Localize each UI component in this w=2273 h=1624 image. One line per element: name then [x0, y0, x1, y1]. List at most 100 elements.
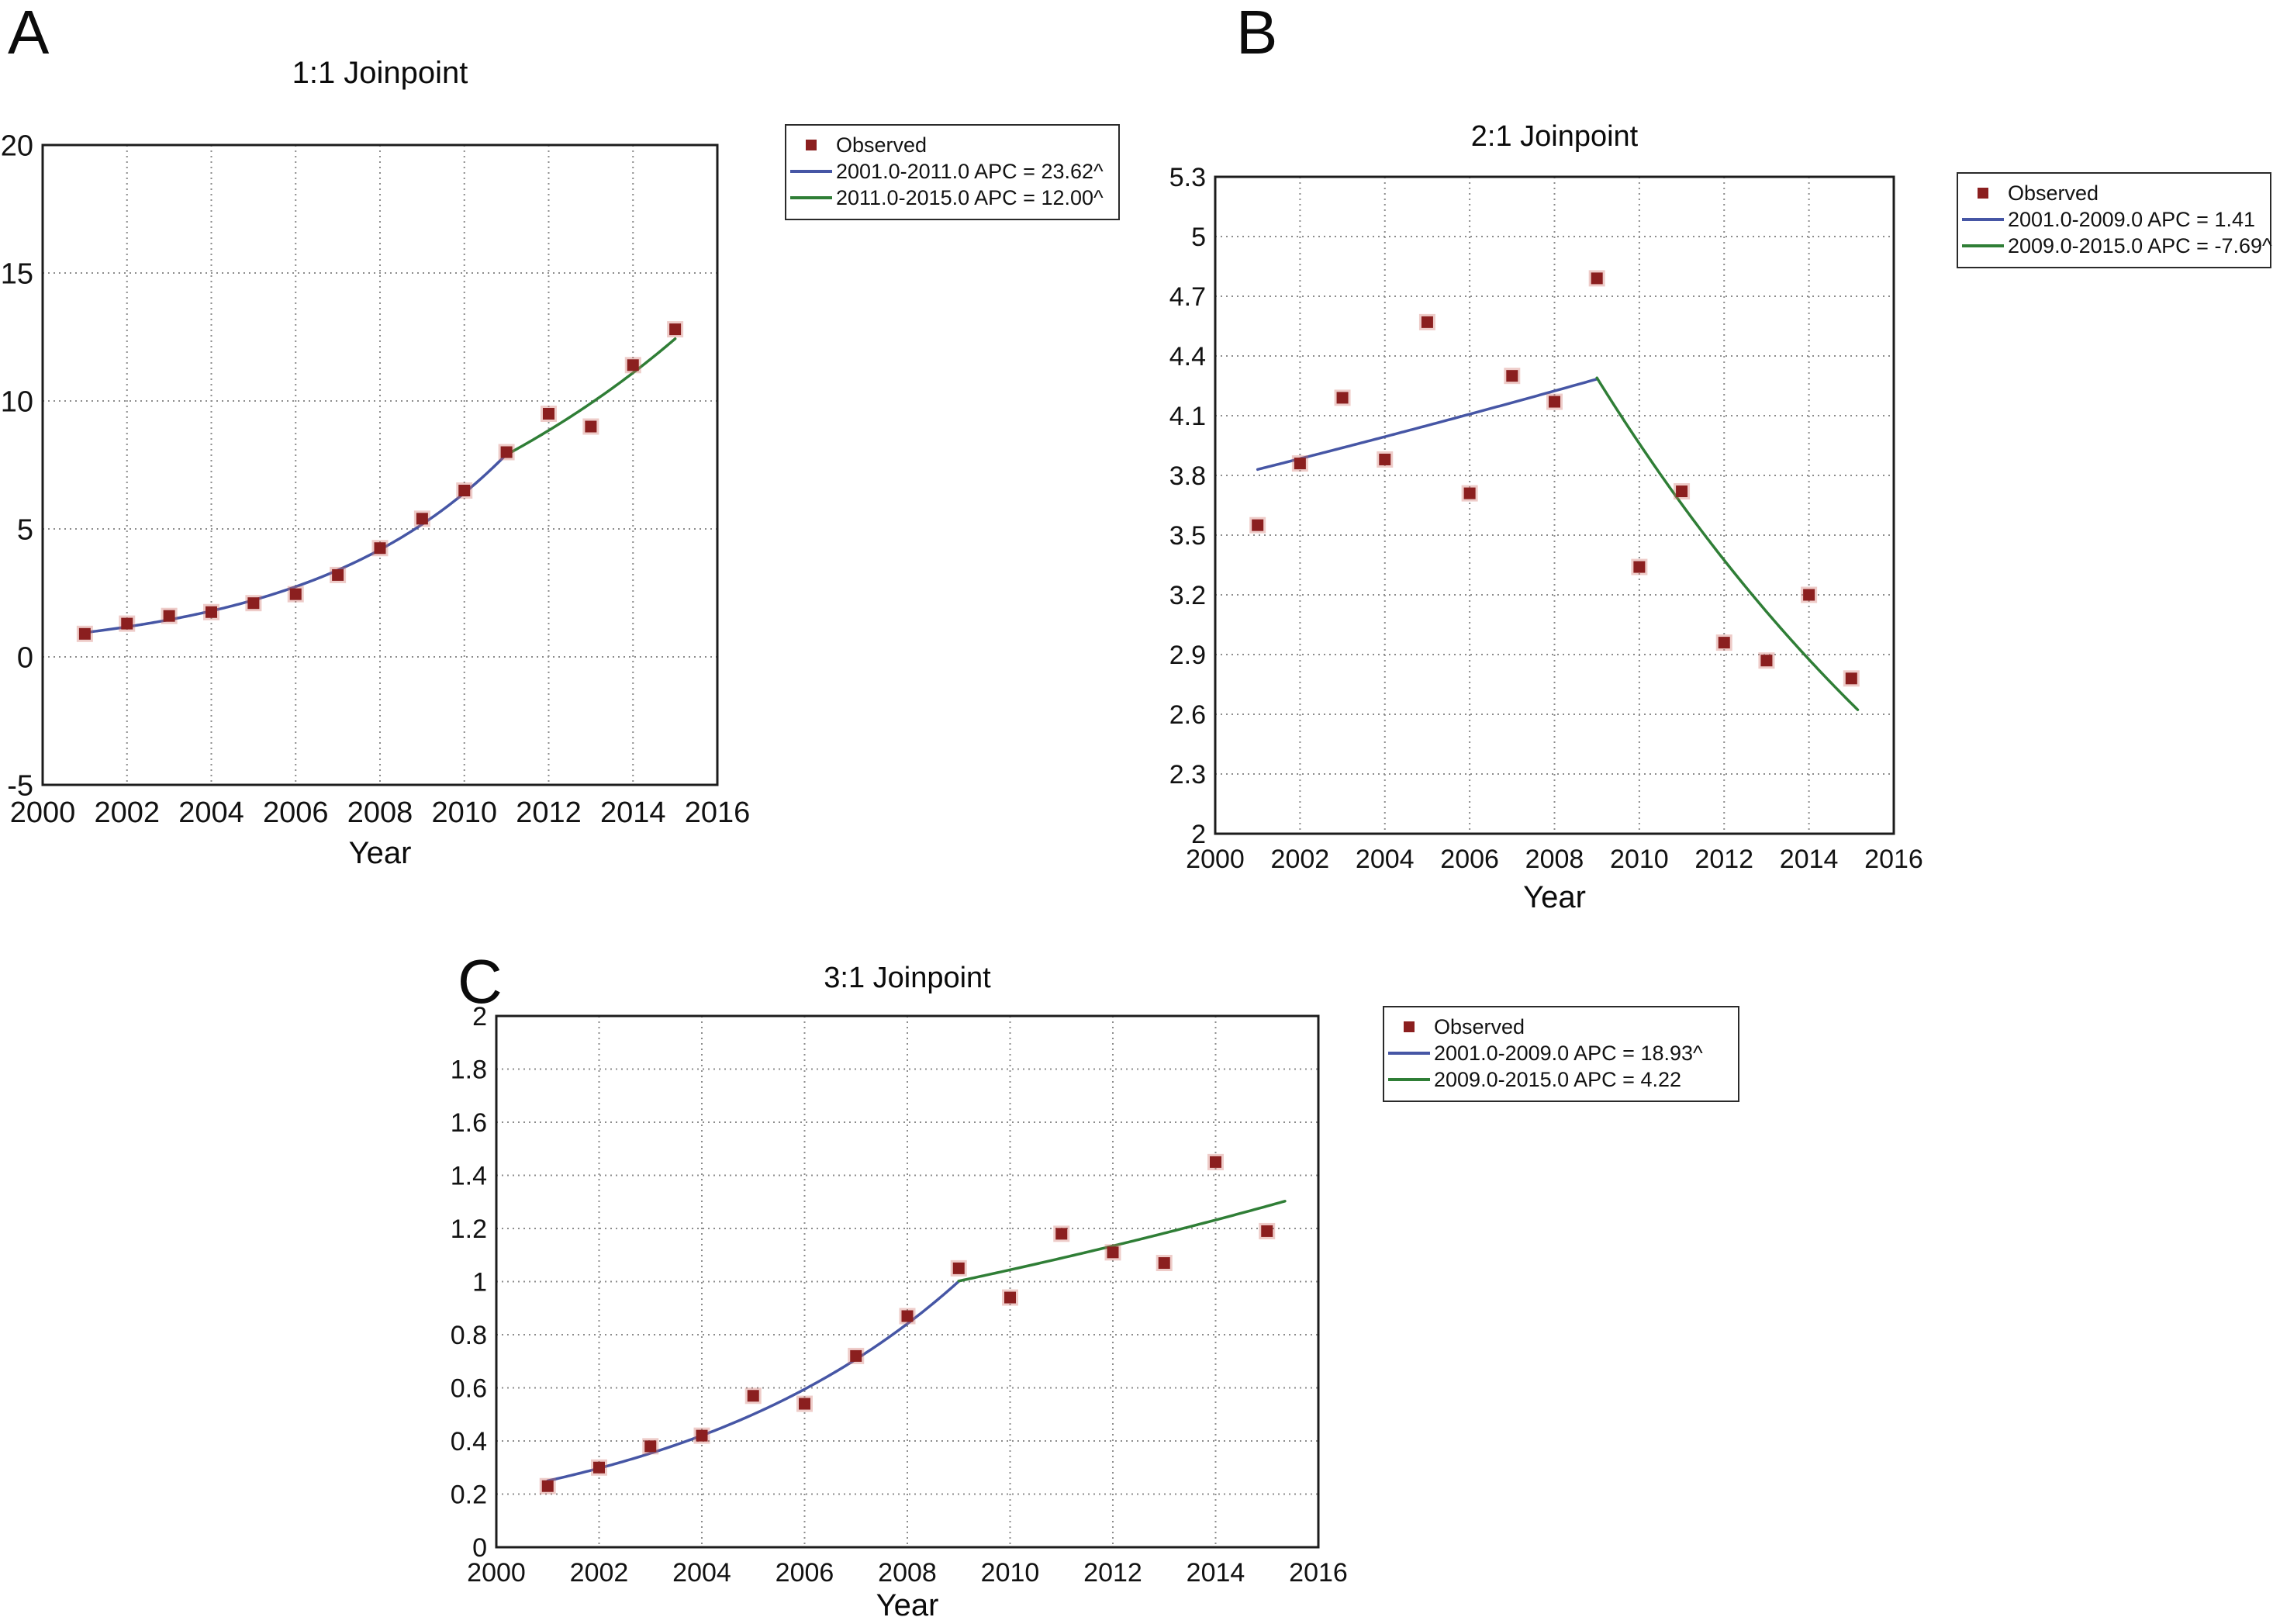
y-tick-label: 1.8 [451, 1055, 487, 1084]
chart-b-tick-labels: 2 2.3 2.6 2.9 3.2 3.5 3.8 4.1 4.4 4.7 5 5.3 2000 2002… [1169, 163, 1923, 874]
observed-point [1055, 1228, 1068, 1240]
y-tick-label: 0.8 [451, 1321, 487, 1350]
observed-point [669, 323, 682, 336]
legend-item-segment1: 2001.0-2011.0 APC = 23.62^ [786, 158, 1114, 185]
y-tick-label: 4.1 [1169, 402, 1206, 431]
observed-point [585, 420, 597, 433]
observed-square-icon [1384, 1014, 1434, 1040]
chart-a-observed-points [76, 321, 684, 642]
legend-label: 2001.0-2011.0 APC = 23.62^ [836, 159, 1104, 183]
observed-point [1803, 589, 1815, 601]
observed-point [1210, 1156, 1221, 1168]
observed-point [206, 606, 217, 618]
observed-point [850, 1349, 862, 1362]
observed-point [247, 597, 260, 610]
x-tick-label: 2010 [431, 796, 497, 829]
y-tick-label: 2 [1191, 820, 1206, 849]
blue-line-icon [1958, 206, 2008, 233]
observed-point [1107, 1246, 1119, 1259]
y-tick-label: 5 [17, 513, 33, 546]
x-tick-label: 2012 [516, 796, 582, 829]
y-tick-label: 3.5 [1169, 521, 1206, 551]
legend-item-observed: Observed [1384, 1014, 1733, 1040]
observed-square-icon [786, 132, 836, 158]
x-tick-label: 2016 [1289, 1558, 1348, 1588]
observed-point [1760, 655, 1773, 667]
chart-b-frame [1214, 175, 1895, 835]
observed-point [1463, 487, 1476, 499]
y-tick-label: 2.6 [1169, 700, 1206, 730]
observed-point [1336, 392, 1349, 404]
observed-point [901, 1310, 914, 1322]
y-tick-label: 1.4 [451, 1161, 487, 1190]
chart-a-tick-labels: -5 0 5 10 15 20 2000 2002 2004 2006 2008 2010 2012 20… [1, 130, 751, 829]
chart-c: 0 0.2 0.4 0.6 0.8 1 1.2 1.4 1.6 1.8 2 2000 2002 2004 2… [451, 1002, 1348, 1588]
y-tick-label: 2 [472, 1002, 487, 1031]
x-tick-label: 2004 [672, 1558, 731, 1588]
observed-square-icon [1958, 180, 2008, 206]
x-tick-label: 2016 [1864, 845, 1923, 874]
observed-point [696, 1429, 708, 1442]
chart-a-frame [41, 143, 719, 786]
x-tick-label: 2012 [1083, 1558, 1142, 1588]
chart-b: 2 2.3 2.6 2.9 3.2 3.5 3.8 4.1 4.4 4.7 5 5.3 2000 2002… [1169, 163, 1923, 874]
chart-c-legend: Observed 2001.0-2009.0 APC = 18.93^ 2009… [1383, 1006, 1739, 1102]
chart-a-xaxis-title: Year [348, 836, 412, 870]
observed-point [541, 1480, 554, 1492]
observed-point [1845, 672, 1857, 685]
legend-label: Observed [1434, 1014, 1525, 1038]
observed-point [1261, 1225, 1273, 1237]
x-tick-label: 2006 [263, 796, 329, 829]
x-tick-label: 2002 [570, 1558, 629, 1588]
observed-point [1294, 458, 1306, 470]
y-tick-label: 0.4 [451, 1427, 487, 1456]
x-tick-label: 2008 [878, 1558, 937, 1588]
chart-c-xaxis-title: Year [876, 1588, 939, 1622]
legend-label: 2009.0-2015.0 APC = 4.22 [1434, 1067, 1682, 1091]
legend-item-observed: Observed [1958, 180, 2265, 206]
green-line-icon [1958, 233, 2008, 259]
y-tick-label: 3.8 [1169, 461, 1206, 491]
blue-line-icon [786, 158, 836, 185]
observed-point [1676, 485, 1688, 498]
green-line-icon [1384, 1066, 1434, 1093]
chart-a-legend: Observed 2001.0-2011.0 APC = 23.62^ 2011… [785, 124, 1120, 220]
y-tick-label: 5.3 [1169, 163, 1206, 192]
x-tick-label: 2012 [1694, 845, 1753, 874]
chart-a-trend-segment-1 [83, 452, 508, 634]
x-tick-label: 2004 [178, 796, 244, 829]
observed-point [1549, 396, 1560, 408]
observed-point [627, 359, 639, 371]
observed-point [1379, 453, 1391, 465]
y-tick-label: 1.6 [451, 1108, 487, 1138]
x-tick-label: 2000 [1186, 845, 1245, 874]
y-tick-label: 0 [472, 1533, 487, 1563]
legend-label: 2011.0-2015.0 APC = 12.00^ [836, 185, 1104, 209]
observed-point [799, 1398, 810, 1410]
x-tick-label: 2014 [600, 796, 666, 829]
panel-label-c: C [458, 947, 503, 1016]
observed-point [644, 1440, 657, 1453]
observed-point [289, 588, 302, 600]
chart-b-trend-segment-1 [1256, 378, 1598, 472]
observed-point [1421, 316, 1433, 328]
legend-item-segment2: 2009.0-2015.0 APC = 4.22 [1384, 1066, 1733, 1093]
chart-b-legend: Observed 2001.0-2009.0 APC = 1.41 2009.0… [1957, 172, 2272, 268]
observed-point [1718, 637, 1730, 649]
observed-point [543, 408, 554, 420]
y-tick-label: 2.9 [1169, 641, 1206, 670]
observed-point [1591, 272, 1603, 285]
y-tick-label: 0.6 [451, 1373, 487, 1403]
y-tick-label: 4.7 [1169, 282, 1206, 312]
observed-point [1004, 1291, 1016, 1304]
observed-point [500, 446, 513, 458]
x-tick-label: 2010 [1610, 845, 1669, 874]
x-tick-label: 2004 [1356, 845, 1415, 874]
chart-b-trend-segment-2 [1595, 376, 1860, 711]
y-tick-label: 1 [472, 1267, 487, 1297]
y-tick-label: 3.2 [1169, 581, 1206, 610]
observed-point [121, 617, 133, 630]
y-tick-label: 20 [1, 130, 33, 162]
x-tick-label: 2006 [776, 1558, 834, 1588]
